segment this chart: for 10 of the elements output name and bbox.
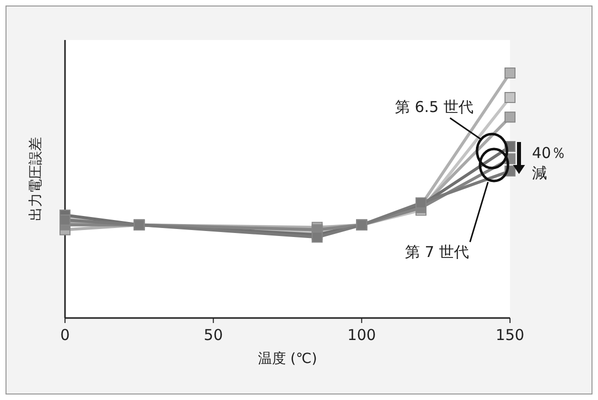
x-tick-label: 0	[60, 326, 70, 344]
y-axis-title: 出力電圧誤差	[28, 137, 44, 221]
text: 減	[532, 164, 547, 182]
x-tick-label: 100	[347, 326, 376, 344]
x-tick-label: 150	[496, 326, 524, 344]
x-tick-label: 50	[204, 326, 223, 344]
text: 40％	[532, 144, 566, 162]
x-axis-title: 温度 (℃)	[258, 351, 318, 367]
annotation: 第 7 世代	[405, 243, 470, 261]
annotation: 第 6.5 世代	[395, 98, 474, 116]
